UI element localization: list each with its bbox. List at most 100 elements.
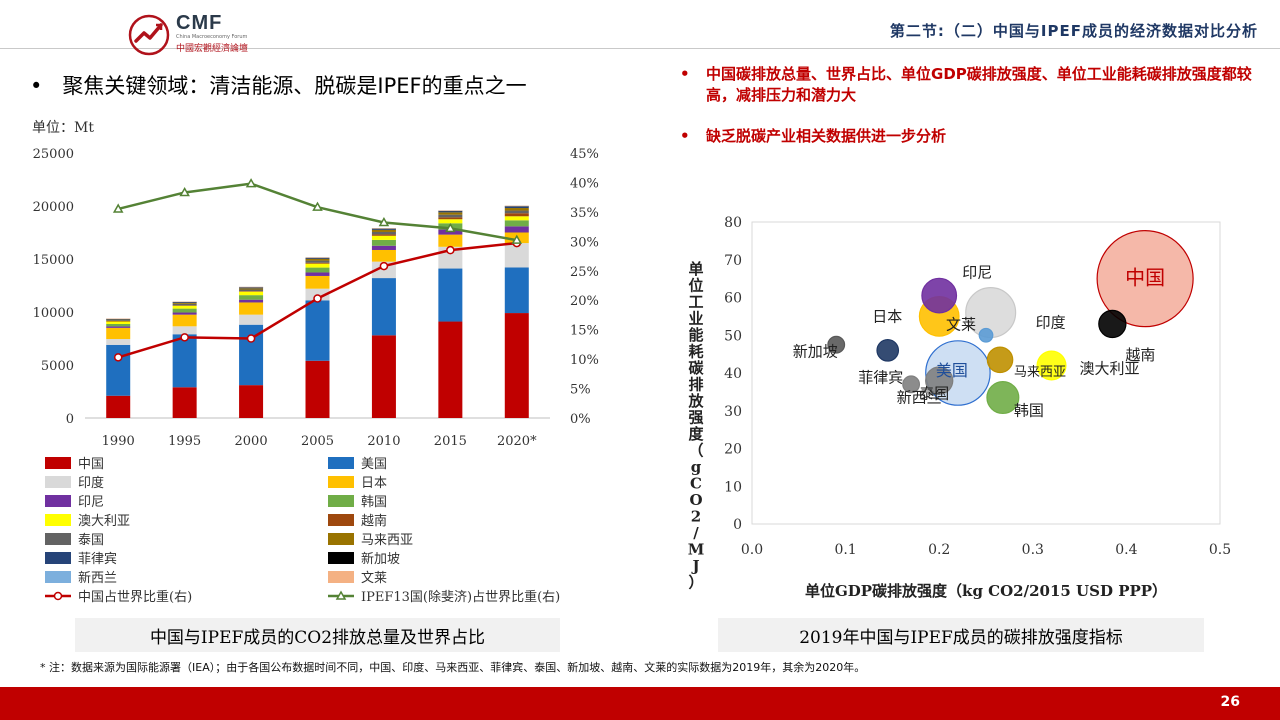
plot-frame xyxy=(751,221,1221,525)
bubble-label: 印度 xyxy=(1036,314,1066,332)
bar-segment xyxy=(172,305,197,306)
bar-segment xyxy=(305,360,330,418)
bar-segment xyxy=(371,278,396,336)
x-tick-label: 2000 xyxy=(235,434,268,449)
x-axis-title: 单位GDP碳排放强度（kg CO2/2015 USD PPP） xyxy=(805,582,1167,600)
bar-segment xyxy=(438,268,463,322)
bubble-label: 中国 xyxy=(1125,266,1165,290)
bubble xyxy=(902,375,921,394)
legend-label: 日本 xyxy=(361,476,387,491)
y2-tick-label: 35% xyxy=(570,206,599,221)
bar-segment xyxy=(172,312,197,315)
legend-swatch xyxy=(45,552,71,564)
bar-segment xyxy=(239,289,264,292)
bar-segment xyxy=(305,258,330,261)
legend-label: 泰国 xyxy=(78,533,104,548)
bar-segment xyxy=(305,267,330,273)
legend-swatch xyxy=(45,476,71,488)
logo-subtitle-en: China Macroeconomy Forum xyxy=(176,34,248,40)
key-point: • 中国碳排放总量、世界占比、单位GDP碳排放强度、单位工业能耗碳排放强度都较高… xyxy=(680,64,1255,106)
bar-segment xyxy=(239,314,264,325)
bubble-label: 新西兰 xyxy=(897,388,942,406)
bubble xyxy=(1036,350,1067,381)
bar-segment xyxy=(371,245,396,250)
y2-tick-label: 45% xyxy=(570,147,599,162)
logo-mark-icon xyxy=(128,14,170,56)
bubble xyxy=(1098,309,1127,339)
legend-swatch xyxy=(328,495,354,507)
bar-segment xyxy=(106,339,131,345)
bar-segment xyxy=(172,387,197,418)
x-tick-label: 2015 xyxy=(434,434,467,449)
bar-segment xyxy=(371,249,396,262)
bubble-label: 新加坡 xyxy=(793,343,838,361)
y2-tick-label: 40% xyxy=(570,176,599,191)
bar-segment xyxy=(106,327,131,340)
legend-marker xyxy=(53,591,63,601)
x-tick-label: 0.1 xyxy=(834,542,856,558)
bar-segment xyxy=(305,263,330,268)
bar-segment xyxy=(239,287,264,289)
bar-segment xyxy=(172,301,197,303)
legend-swatch xyxy=(328,552,354,564)
legend-label: 中国占世界比重(右) xyxy=(78,589,192,605)
line-point xyxy=(379,261,389,271)
bar-segment xyxy=(371,229,396,230)
bar-segment xyxy=(106,395,131,418)
x-tick-label: 1995 xyxy=(168,434,201,449)
bar-segment xyxy=(106,319,131,321)
y-tick-label: 15000 xyxy=(33,253,74,268)
section-title: 第二节:（二）中国与IPEF成员的经济数据对比分析 xyxy=(889,22,1258,40)
legend-label: 韩国 xyxy=(361,495,387,510)
header-divider xyxy=(0,48,1280,49)
y2-tick-label: 20% xyxy=(570,294,599,309)
bubble-label: 澳大利亚 xyxy=(1080,359,1140,377)
bubble-label: 韩国 xyxy=(1014,402,1044,420)
bubble-label: 菲律宾 xyxy=(858,368,903,386)
legend-swatch xyxy=(45,514,71,526)
bubble xyxy=(921,277,958,314)
legend-marker xyxy=(335,590,347,600)
bubble xyxy=(925,366,954,395)
bubble xyxy=(978,327,994,343)
bubble xyxy=(876,339,900,362)
bar-segment xyxy=(504,216,529,221)
line-point xyxy=(113,353,123,362)
bar-segment xyxy=(106,344,131,396)
bar-segment xyxy=(239,291,264,292)
bar-segment xyxy=(172,305,197,309)
legend-label: IPEF13国(除斐济)占世界比重(右) xyxy=(361,589,560,605)
bar-segment xyxy=(239,287,264,288)
bar-segment xyxy=(106,321,131,324)
y-tick-label: 80 xyxy=(724,215,742,231)
line-point xyxy=(245,178,257,188)
legend-swatch xyxy=(45,533,71,545)
bar-segment xyxy=(106,318,131,320)
bar-segment xyxy=(438,211,463,213)
y2-tick-label: 10% xyxy=(570,353,599,368)
footer-bar xyxy=(0,687,1280,720)
y-tick-label: 5000 xyxy=(41,359,74,374)
y-tick-label: 0 xyxy=(733,517,742,533)
bar-segment xyxy=(371,234,396,236)
bar-segment xyxy=(438,321,463,418)
legend-swatch xyxy=(328,457,354,469)
key-point-text: 中国碳排放总量、世界占比、单位GDP碳排放强度、单位工业能耗碳排放强度都较高，减… xyxy=(706,65,1252,104)
page-number: 26 xyxy=(1220,694,1240,710)
bubble-label: 文莱 xyxy=(946,315,976,333)
bar-segment xyxy=(305,260,330,263)
legend-label: 新西兰 xyxy=(78,570,117,586)
line-point xyxy=(179,186,190,197)
y-tick-label: 20 xyxy=(724,442,742,458)
bar-segment xyxy=(172,302,197,303)
y-tick-label: 30 xyxy=(724,404,742,420)
bar-segment xyxy=(438,219,463,224)
bar-segment xyxy=(172,308,197,313)
key-point: • 缺乏脱碳产业相关数据供进一步分析 xyxy=(680,126,1255,147)
legend-label: 美国 xyxy=(361,457,387,472)
line-point xyxy=(445,222,456,233)
legend-swatch xyxy=(328,514,354,526)
bar-segment xyxy=(438,210,463,212)
bar-segment xyxy=(438,234,463,247)
y2-tick-label: 0% xyxy=(570,412,591,427)
